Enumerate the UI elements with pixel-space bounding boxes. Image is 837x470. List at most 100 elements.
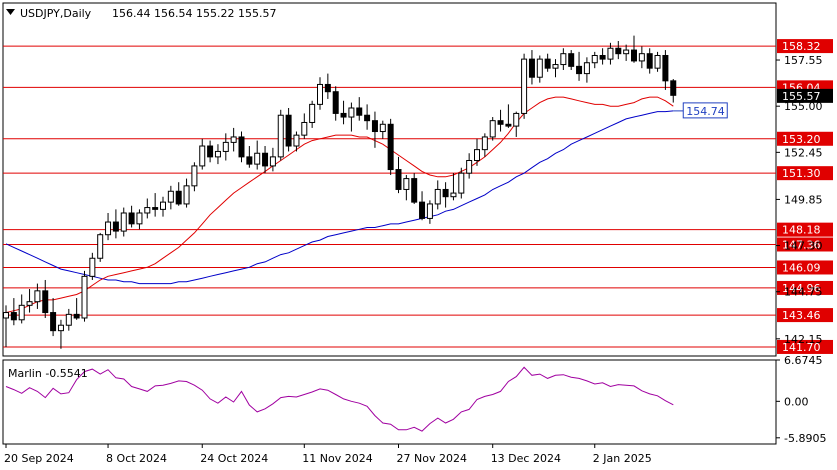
candle-body xyxy=(97,234,104,259)
candle-body xyxy=(631,49,637,62)
indicator-tick-label: 6.6745 xyxy=(784,354,823,367)
time-tick-label: 24 Oct 2024 xyxy=(200,452,268,465)
candle-body xyxy=(528,58,535,78)
candle-body xyxy=(513,112,520,127)
candle-body xyxy=(136,212,143,225)
candle-body xyxy=(175,190,182,205)
horizontal-levels: 158.32156.04153.20151.30148.18147.36146.… xyxy=(3,39,833,354)
level-label-box xyxy=(777,131,833,146)
candle-body xyxy=(340,112,347,118)
candle-body xyxy=(458,172,465,194)
candle-body xyxy=(623,49,630,55)
price-tick-label: 147.30 xyxy=(784,240,823,253)
candle-body xyxy=(481,136,488,151)
candle-body xyxy=(332,91,339,114)
candle-body xyxy=(89,257,96,277)
candle-body xyxy=(442,188,449,198)
candles xyxy=(3,35,677,349)
candle-body xyxy=(411,178,418,203)
time-tick-label: 2 Jan 2025 xyxy=(593,452,652,465)
candle-body xyxy=(560,53,567,66)
symbol-title: USDJPY,Daily xyxy=(20,7,92,20)
current-price-label: 155.57 xyxy=(782,90,821,103)
candle-body xyxy=(10,312,17,321)
indicator-tick-label: -5.8905 xyxy=(784,432,826,445)
candle-body xyxy=(497,120,504,125)
level-label-box xyxy=(777,339,833,354)
marlin-oscillator: 6.6745 0.00 -5.8905 xyxy=(5,354,826,445)
candle-body xyxy=(654,54,661,69)
candle-body xyxy=(434,188,441,205)
price-tick-label: 155.00 xyxy=(784,100,823,113)
candle-body xyxy=(222,141,229,152)
indicator-tick-label: 0.00 xyxy=(784,395,809,408)
current-price-box xyxy=(777,88,833,103)
candle-body xyxy=(568,53,575,67)
time-axis: 20 Sep 2024 8 Oct 2024 24 Oct 2024 11 Nov 2… xyxy=(4,444,652,465)
level-label: 144.96 xyxy=(782,282,821,295)
candle-body xyxy=(269,156,276,167)
candle-body xyxy=(638,53,645,62)
price-tick-label: 152.45 xyxy=(784,146,823,159)
candle-body xyxy=(356,107,363,116)
candle-body xyxy=(81,275,88,319)
level-label: 153.20 xyxy=(782,133,821,146)
level-label-box xyxy=(777,308,833,323)
candle-body xyxy=(285,114,292,147)
level-label: 146.09 xyxy=(782,261,821,274)
candle-body xyxy=(191,165,198,187)
candle-body xyxy=(403,178,410,190)
candle-body xyxy=(324,83,331,93)
ma-red-line xyxy=(5,96,674,314)
candle-body xyxy=(301,121,308,136)
candle-body xyxy=(112,221,119,232)
candle-body xyxy=(317,83,323,105)
candle-body xyxy=(34,290,41,303)
candle-body xyxy=(128,212,135,225)
candle-body xyxy=(57,324,64,332)
candle-body xyxy=(3,312,9,319)
candle-body xyxy=(505,123,512,127)
candle-body xyxy=(73,313,80,319)
level-label-box xyxy=(777,166,833,181)
candle-body xyxy=(230,136,237,143)
candle-body xyxy=(238,136,245,158)
candle-body xyxy=(419,201,426,219)
candle-body xyxy=(466,159,473,174)
candle-body xyxy=(662,54,669,82)
candle-body xyxy=(489,120,496,138)
level-label: 141.70 xyxy=(782,341,821,354)
time-tick-label: 8 Oct 2024 xyxy=(106,452,167,465)
price-axis: 157.55 155.00 152.45 149.85 147.30 144.75 142.… xyxy=(776,54,833,346)
level-label-box xyxy=(777,260,833,275)
candle-body xyxy=(152,207,159,210)
indicator-title: Marlin -0.5541 xyxy=(8,367,88,380)
candle-body xyxy=(615,47,622,55)
candle-body xyxy=(167,190,174,203)
candle-body xyxy=(199,145,206,167)
price-tick-label: 157.55 xyxy=(784,54,823,67)
candle-body xyxy=(50,312,57,332)
candle-body xyxy=(450,192,457,198)
candle-body xyxy=(348,107,355,118)
time-tick-label: 11 Nov 2024 xyxy=(302,452,372,465)
candle-body xyxy=(293,134,300,147)
candle-body xyxy=(214,150,221,158)
indicator-panel-frame xyxy=(2,359,777,445)
candle-body xyxy=(246,156,253,165)
candle-body xyxy=(395,169,402,190)
candle-body xyxy=(183,185,190,205)
candle-body xyxy=(207,145,214,158)
candle-body xyxy=(26,301,33,306)
triangle-down-icon[interactable] xyxy=(6,9,15,15)
candle-body xyxy=(544,58,551,69)
marlin-line xyxy=(5,366,674,432)
candle-body xyxy=(552,64,559,69)
candle-body xyxy=(474,149,480,161)
time-tick-label: 20 Sep 2024 xyxy=(4,452,74,465)
price-tick-label: 142.15 xyxy=(784,333,823,346)
candle-body xyxy=(607,47,614,60)
candle-body xyxy=(144,207,151,214)
candle-body xyxy=(599,54,606,60)
